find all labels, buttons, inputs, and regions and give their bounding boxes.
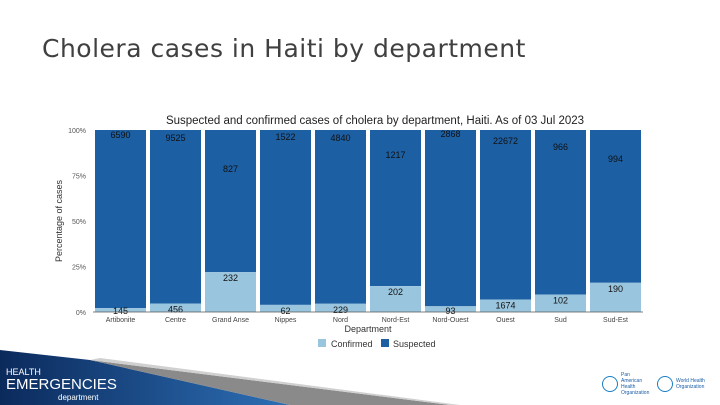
bar-confirmed	[315, 303, 366, 312]
paho-logo: Pan American Health Organization	[602, 372, 649, 396]
data-label-suspected: 827	[223, 164, 238, 174]
data-label-confirmed: 229	[333, 305, 348, 315]
bar-suspected	[480, 130, 531, 300]
data-label-suspected: 1522	[275, 132, 295, 142]
x-tick-label: Grand Anse	[212, 317, 249, 324]
x-tick-label: Centre	[165, 317, 186, 324]
legend-label-suspected: Suspected	[393, 339, 436, 349]
legend-label-confirmed: Confirmed	[331, 339, 373, 349]
x-tick-label: Sud-Est	[603, 317, 628, 324]
y-axis-label: Percentage of cases	[54, 179, 64, 262]
footer-band	[0, 350, 460, 405]
y-tick-label: 75%	[72, 174, 86, 181]
bar-suspected	[205, 130, 256, 273]
bar-suspected	[315, 130, 366, 304]
bar-confirmed	[205, 272, 256, 312]
bar-confirmed	[480, 299, 531, 312]
stacked-bar-chart: Suspected and confirmed cases of cholera…	[54, 115, 643, 349]
bar-confirmed	[95, 308, 146, 312]
y-tick-label: 50%	[72, 219, 86, 226]
data-label-confirmed: 190	[608, 284, 623, 294]
bar-confirmed	[535, 294, 586, 312]
chart-title: Suspected and confirmed cases of cholera…	[166, 115, 584, 127]
data-label-suspected: 1217	[385, 150, 405, 160]
data-label-suspected: 6590	[110, 130, 130, 140]
x-axis-label: Department	[344, 324, 392, 334]
data-label-confirmed: 102	[553, 296, 568, 306]
data-label-confirmed: 62	[280, 306, 290, 316]
legend-swatch-confirmed	[318, 339, 326, 347]
slide-title: Cholera cases in Haiti by department	[42, 34, 526, 63]
x-tick-label: Nippes	[275, 317, 297, 324]
data-label-suspected: 9525	[165, 133, 185, 143]
bar-confirmed	[590, 282, 641, 312]
data-label-suspected: 2868	[440, 129, 460, 139]
x-tick-label: Nord-Est	[382, 317, 410, 324]
logos: Pan American Health Organization World H…	[602, 372, 706, 396]
x-tick-label: Sud	[554, 317, 567, 324]
paho-text: Pan American Health Organization	[621, 372, 650, 396]
data-label-confirmed: 145	[113, 306, 128, 316]
y-tick-label: 25%	[72, 265, 86, 272]
data-label-suspected: 966	[553, 142, 568, 152]
who-emblem-icon	[657, 376, 673, 392]
legend-swatch-suspected	[381, 339, 389, 347]
y-tick-label: 100%	[68, 128, 86, 135]
footer-department: department	[58, 393, 99, 402]
footer-health: HEALTH	[6, 367, 41, 377]
data-label-confirmed: 1674	[495, 300, 515, 310]
data-label-confirmed: 456	[168, 305, 183, 315]
data-label-suspected: 994	[608, 154, 623, 164]
globe-icon	[602, 376, 618, 392]
bar-confirmed	[425, 306, 476, 312]
bar-suspected	[95, 130, 146, 309]
data-label-suspected: 4840	[330, 133, 350, 143]
bar-suspected	[535, 130, 586, 295]
bar-suspected	[425, 130, 476, 307]
bar-suspected	[370, 130, 421, 287]
x-tick-label: Nord	[333, 317, 348, 324]
footer-emergencies: EMERGENCIES	[6, 376, 117, 393]
bar-suspected	[260, 130, 311, 305]
data-label-suspected: 22672	[493, 136, 518, 146]
who-logo: World Health Organization	[657, 372, 706, 396]
data-label-confirmed: 232	[223, 273, 238, 283]
x-tick-label: Nord-Ouest	[432, 317, 468, 324]
x-tick-label: Artibonite	[106, 317, 136, 324]
bar-confirmed	[260, 304, 311, 312]
bar-suspected	[150, 130, 201, 304]
bar-confirmed	[370, 286, 421, 312]
y-tick-label: 0%	[76, 310, 86, 317]
data-label-confirmed: 202	[388, 287, 403, 297]
data-label-confirmed: 93	[445, 306, 455, 316]
x-tick-label: Ouest	[496, 317, 515, 324]
who-text: World Health Organization	[676, 378, 705, 390]
bar-suspected	[590, 130, 641, 283]
bar-confirmed	[150, 303, 201, 312]
